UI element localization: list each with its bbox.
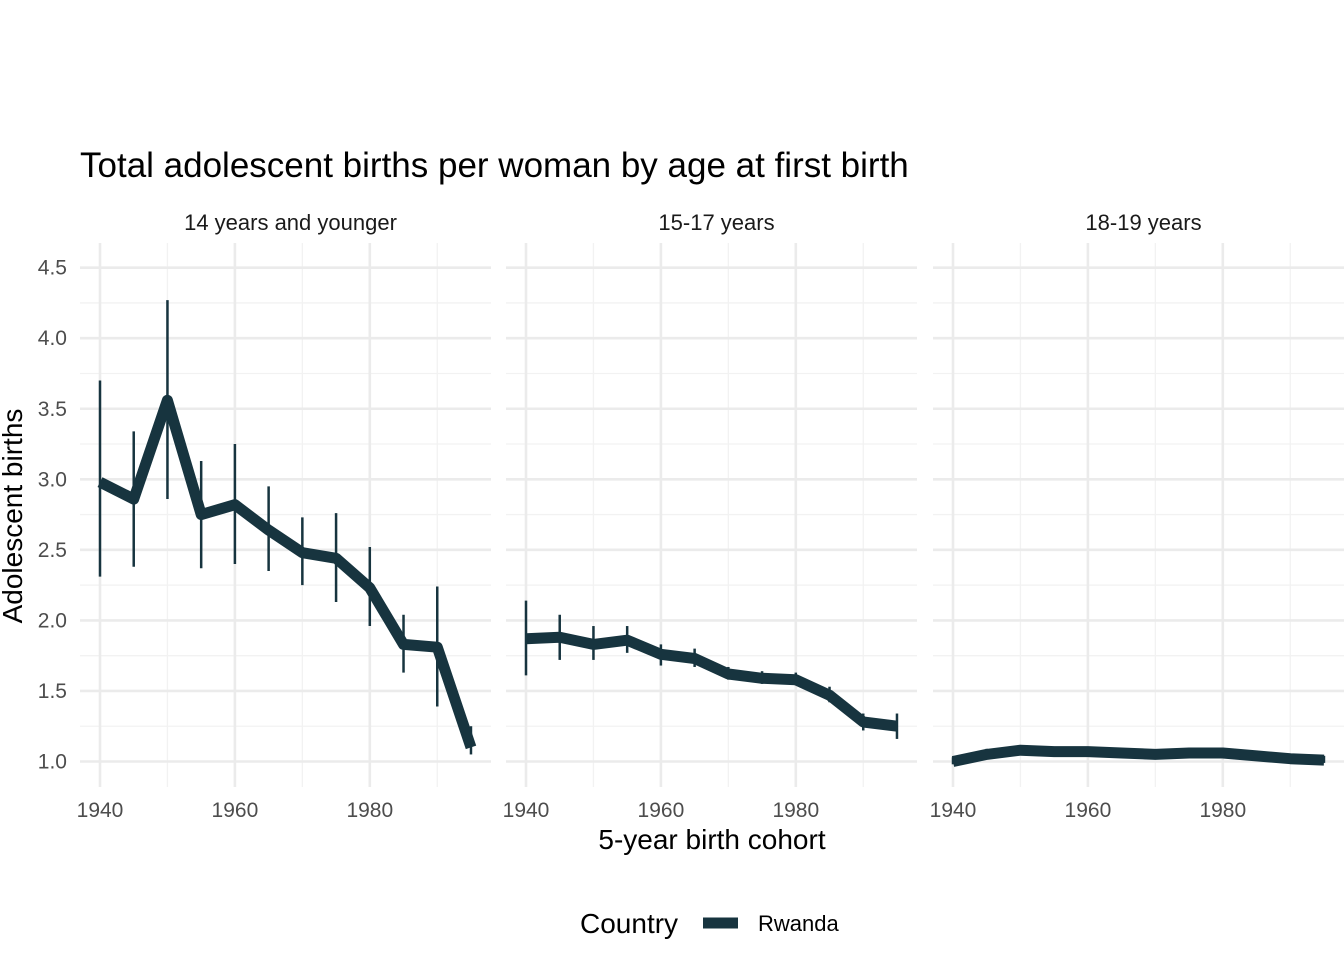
y-tick-label: 2.5	[38, 539, 67, 562]
series-line-rwanda	[97, 394, 477, 750]
y-tick-label: 1.5	[38, 680, 67, 703]
facet-panel: 18-19 years 1940 1960 1980	[930, 210, 1344, 822]
legend: Country Rwanda	[580, 908, 839, 939]
chart-title: Total adolescent births per woman by age…	[80, 146, 909, 185]
x-tick-label: 1940	[930, 799, 977, 822]
facet-panel: 15-17 years 1940 1960 1980	[503, 210, 917, 822]
facet-label: 15-17 years	[658, 210, 774, 235]
y-tick-label: 4.5	[38, 257, 67, 280]
y-tick-label: 2.0	[38, 609, 67, 632]
y-tick-label: 1.0	[38, 751, 67, 774]
y-tick-label: 3.5	[38, 398, 67, 421]
x-axis-title: 5-year birth cohort	[598, 824, 825, 855]
y-axis-title: Adolescent births	[0, 409, 28, 624]
x-tick-label: 1960	[638, 799, 685, 822]
x-tick-label: 1980	[346, 799, 393, 822]
series-line-rwanda	[951, 744, 1325, 767]
series-line-rwanda	[525, 631, 898, 732]
facet-label: 14 years and younger	[184, 210, 397, 235]
y-tick-label: 3.0	[38, 468, 67, 491]
x-tick-label: 1960	[212, 799, 259, 822]
facet-label: 18-19 years	[1085, 210, 1201, 235]
x-tick-label: 1940	[77, 799, 124, 822]
x-tick-label: 1940	[503, 799, 550, 822]
legend-label: Rwanda	[758, 911, 839, 936]
legend-title: Country	[580, 908, 678, 939]
x-tick-label: 1980	[1199, 799, 1246, 822]
facet-panel: 14 years and younger 1940 1960 1980 1.0 1.5 2.…	[38, 210, 491, 822]
facet-panels: 14 years and younger 1940 1960 1980 1.0 1.5 2.…	[38, 210, 1344, 822]
x-tick-label: 1980	[772, 799, 819, 822]
x-tick-label: 1960	[1065, 799, 1112, 822]
y-tick-label: 4.0	[38, 327, 67, 350]
